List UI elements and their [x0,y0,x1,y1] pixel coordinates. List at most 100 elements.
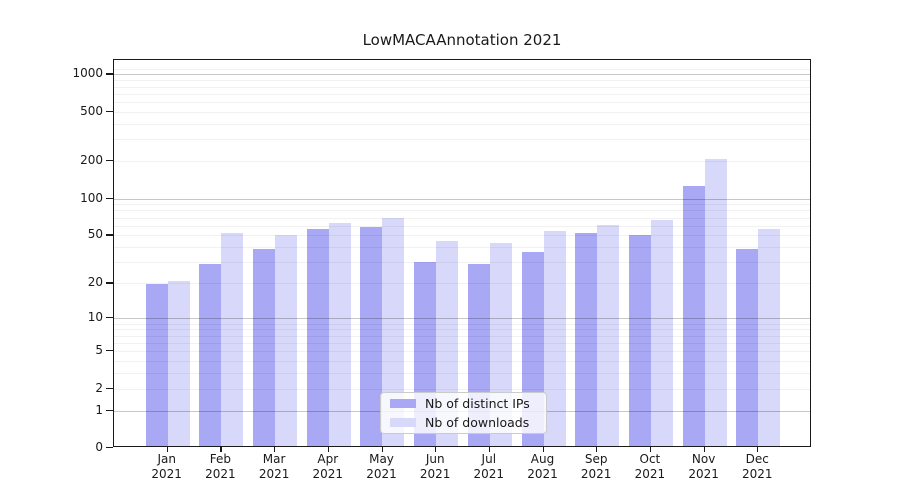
bar-distinct-ips-may [360,227,383,446]
gridline-minor-400 [114,123,810,125]
y-tick-1 [106,409,113,411]
gridline-minor-300 [114,139,810,141]
y-tick-label-20: 20 [87,275,103,290]
gridline-minor-900 [114,80,810,82]
gridline-minor-70 [114,217,810,219]
y-tick-500 [106,110,113,113]
bar-downloads-may [382,217,405,446]
x-tick-label-jul: Jul 2021 [473,452,505,481]
gridline-minor-8 [114,329,810,331]
x-tick-sep [596,447,598,452]
x-tick-label-dec: Dec 2021 [742,452,773,481]
gridline-minor-2 [114,388,810,390]
y-tick-200 [106,160,113,162]
gridline-minor-40 [114,247,810,249]
bar-distinct-ips-oct [628,234,651,446]
x-tick-label-sep: Sep 2021 [580,452,612,481]
x-tick-label-aug: Aug 2021 [527,452,558,481]
x-tick-dec [757,447,759,452]
x-tick-label-feb: Feb 2021 [205,452,236,481]
bar-downloads-sep [597,224,620,446]
legend-swatch-distinct-ips [390,399,416,408]
bar-distinct-ips-jan [145,284,168,446]
plot-area [113,59,811,447]
y-tick-50 [106,234,113,236]
x-tick-jul [488,447,490,452]
x-tick-label-jun: Jun 2021 [419,452,451,481]
legend: Nb of distinct IPs Nb of downloads [380,392,547,434]
y-tick-label-1: 1 [95,402,103,417]
y-tick-1000 [106,73,113,75]
legend-item-distinct-ips: Nb of distinct IPs [390,396,536,411]
gridline-minor-9 [114,323,810,325]
y-tick-label-50: 50 [87,227,103,242]
gridline-major-100 [114,198,810,200]
bar-downloads-oct [650,220,673,446]
x-tick-label-jan: Jan 2021 [151,452,182,481]
y-tick-label-200: 200 [80,153,103,168]
gridline-minor-600 [114,102,810,103]
legend-label-downloads: Nb of downloads [425,415,530,430]
bar-distinct-ips-apr [306,229,329,446]
x-tick-apr [327,447,329,452]
bar-downloads-mar [275,234,298,446]
bar-downloads-dec [758,229,781,446]
bar-distinct-ips-nov [682,185,705,446]
bar-downloads-apr [328,222,351,446]
y-tick-0 [106,447,113,449]
y-tick-label-2: 2 [95,380,103,395]
y-tick-2 [106,387,113,389]
x-tick-label-nov: Nov 2021 [688,452,719,481]
gridline-minor-30 [114,262,810,264]
gridline-minor-1100 [114,69,810,71]
bar-downloads-jan [167,281,190,446]
bar-downloads-aug [543,231,566,446]
gridline-major-1000 [114,74,810,76]
gridline-minor-200 [114,161,810,163]
legend-label-distinct-ips: Nb of distinct IPs [425,396,530,411]
bar-distinct-ips-feb [199,263,222,446]
x-tick-label-mar: Mar 2021 [258,452,290,481]
y-tick-label-1000: 1000 [72,66,103,81]
x-tick-may [381,447,383,452]
bar-distinct-ips-mar [253,249,276,446]
gridline-minor-3 [114,373,810,374]
gridline-major-10 [114,318,810,320]
chart-title: LowMACAAnnotation 2021 [362,31,562,49]
legend-item-downloads: Nb of downloads [390,415,536,430]
y-tick-100 [106,197,113,199]
gridline-minor-7 [114,335,810,337]
gridline-minor-700 [114,93,810,95]
y-tick-5 [106,350,113,352]
gridline-minor-500 [114,111,810,113]
bar-distinct-ips-sep [575,233,598,446]
bar-downloads-nov [704,158,727,446]
x-tick-mar [274,447,276,452]
bar-distinct-ips-dec [736,249,759,446]
gridline-minor-60 [114,225,810,227]
x-tick-label-may: May 2021 [366,452,397,481]
x-tick-jan [166,447,168,452]
gridline-minor-5 [114,351,810,353]
x-tick-feb [220,447,222,452]
x-tick-label-apr: Apr 2021 [312,452,344,481]
legend-swatch-downloads [390,418,416,427]
y-tick-10 [106,317,113,319]
y-tick-label-5: 5 [95,343,103,358]
y-tick-label-500: 500 [80,103,103,118]
gridline-minor-4 [114,361,810,362]
y-tick-label-100: 100 [80,190,103,205]
bar-downloads-feb [221,233,244,446]
x-tick-oct [649,447,652,452]
x-tick-aug [542,447,544,452]
gridline-minor-50 [114,235,810,237]
y-tick-label-0: 0 [95,440,103,454]
gridline-minor-20 [114,283,810,285]
x-tick-jun [435,447,437,452]
gridline-minor-6 [114,342,810,344]
gridline-minor-800 [114,86,810,88]
gridline-minor-90 [114,204,810,206]
y-tick-20 [106,282,113,284]
y-tick-label-10: 10 [87,310,103,325]
